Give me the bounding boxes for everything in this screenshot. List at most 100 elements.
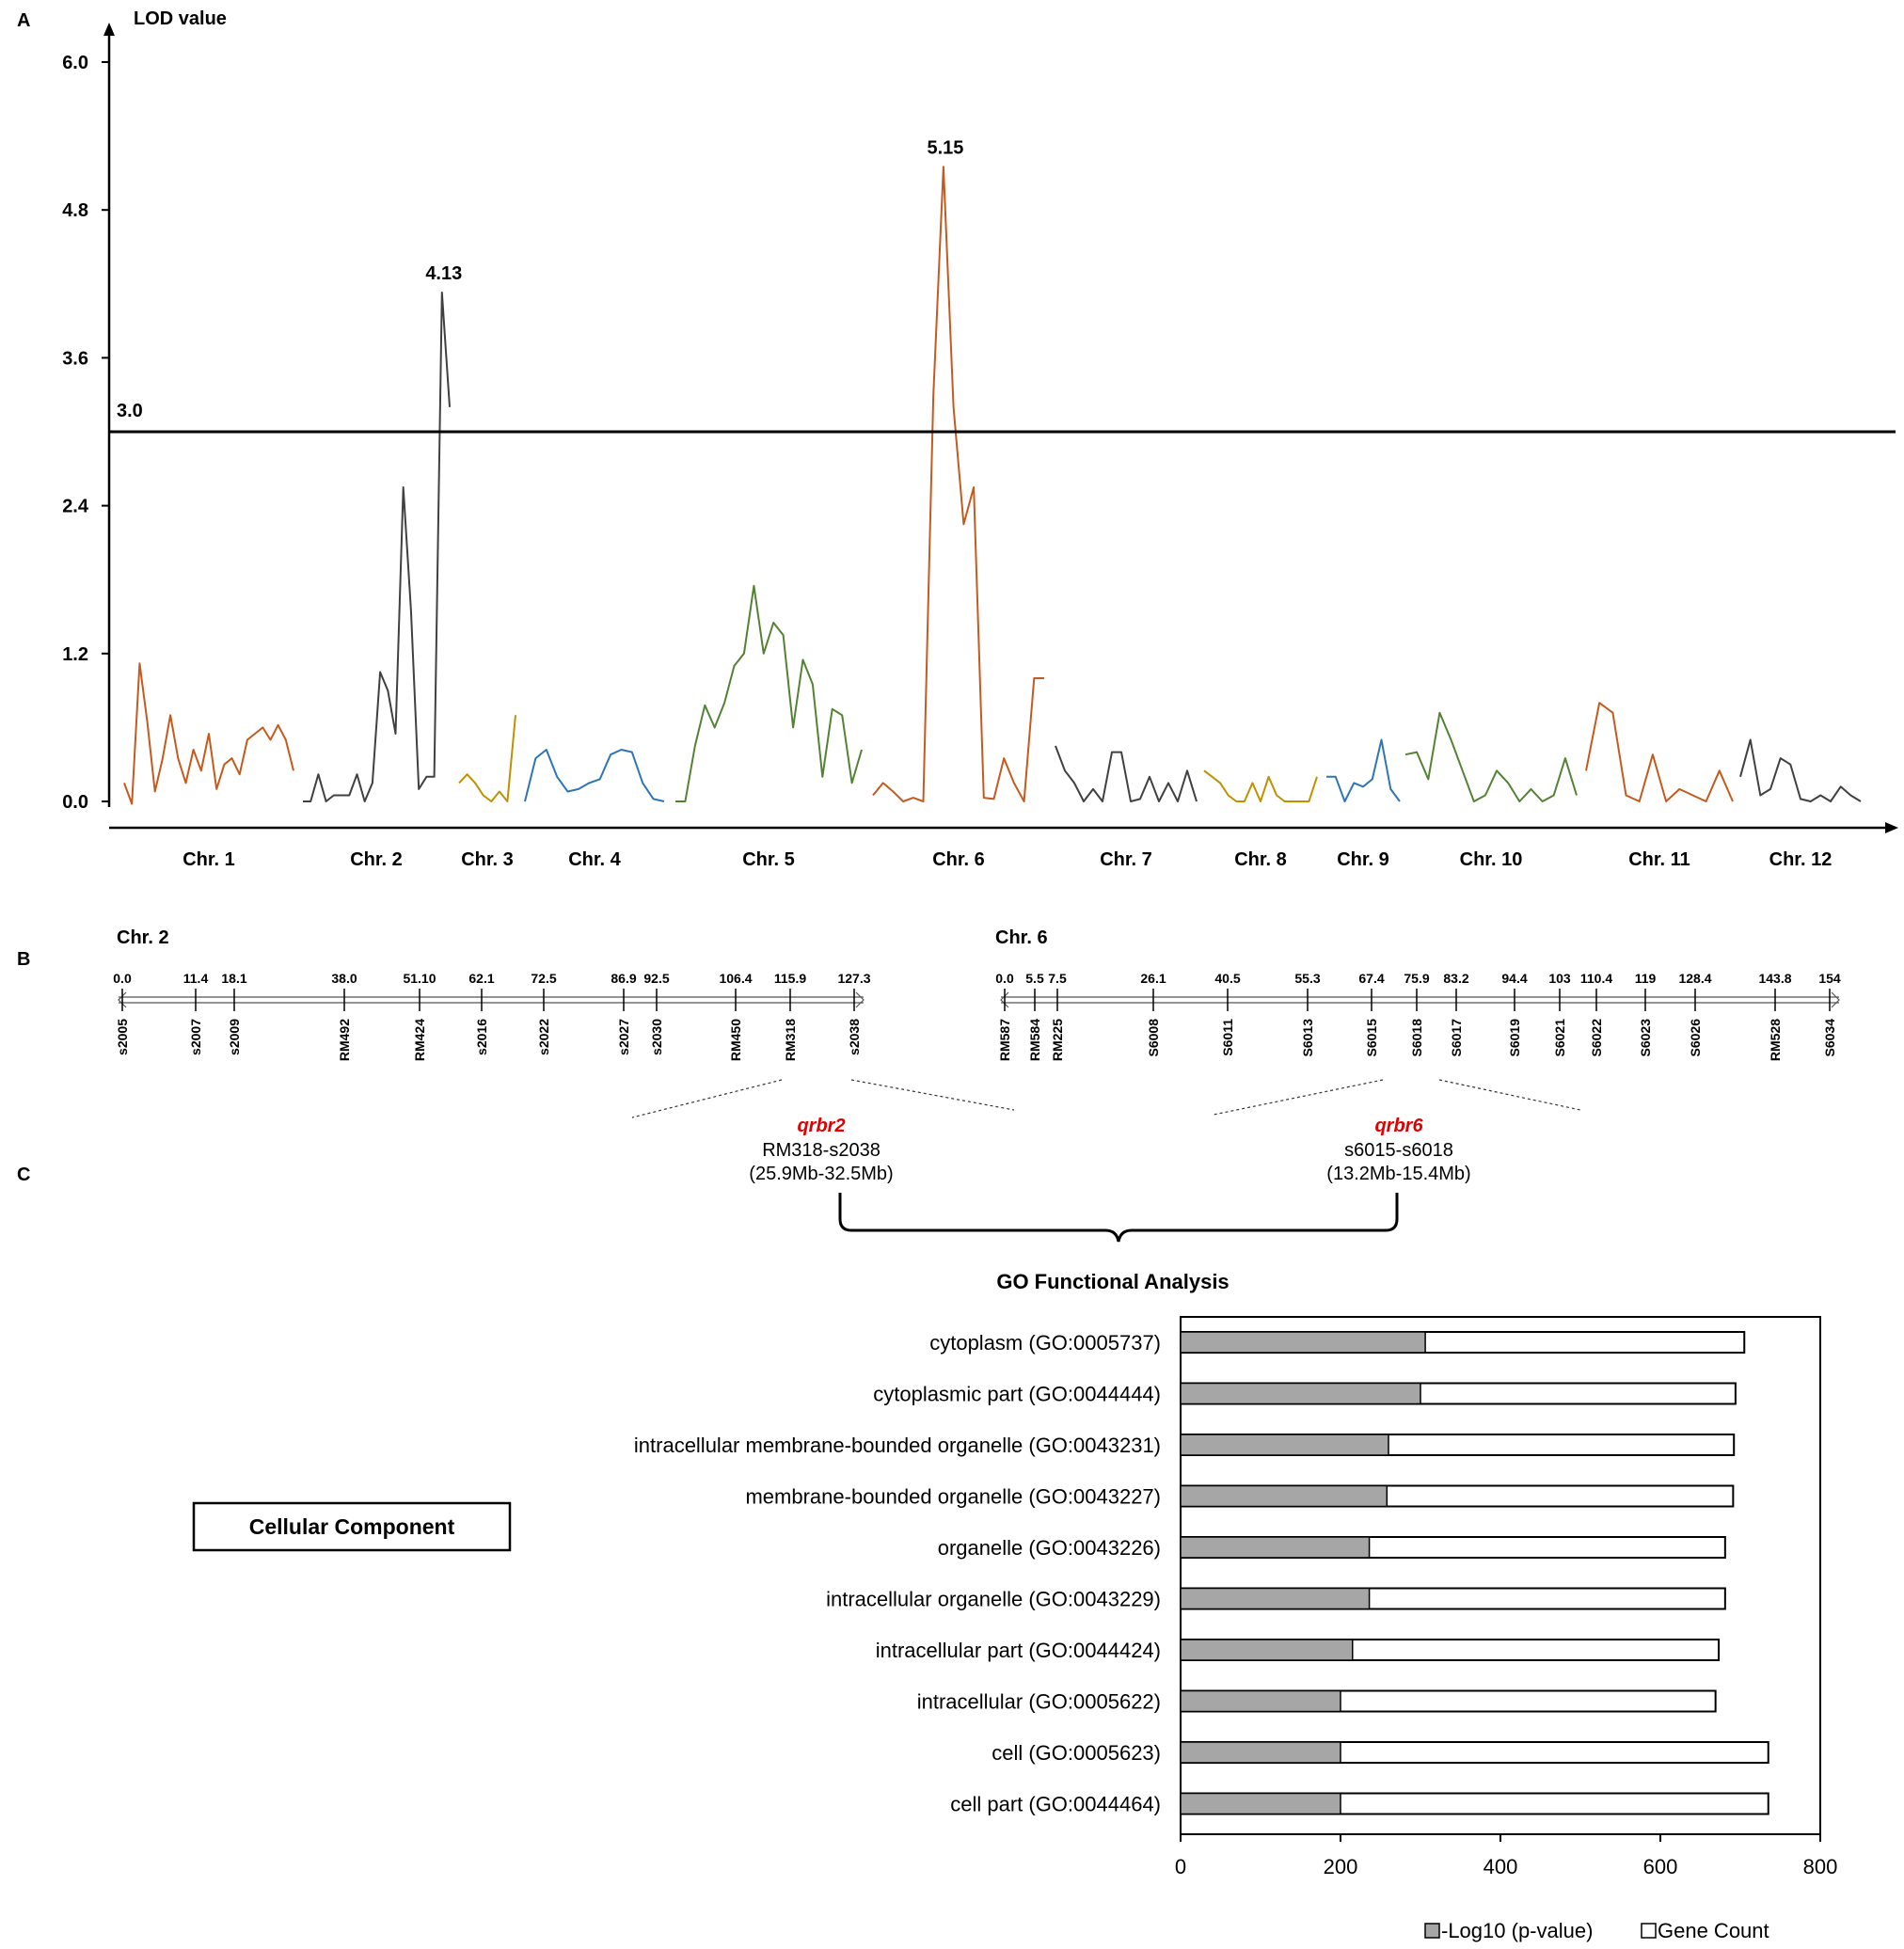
marker-name: s2022: [536, 1019, 551, 1055]
marker-position: 38.0: [331, 971, 357, 986]
marker-name: S6008: [1146, 1019, 1161, 1057]
y-tick-label: 1.2: [62, 644, 88, 665]
x-axis-arrow: [1885, 822, 1898, 833]
marker-position: 40.5: [1214, 971, 1240, 986]
marker-position: 26.1: [1140, 971, 1166, 986]
y-axis-arrow: [103, 23, 115, 36]
chromosome-label: Chr. 11: [1628, 849, 1690, 870]
marker-name: S6023: [1638, 1019, 1653, 1057]
chromosome-label: Chr. 4: [568, 849, 621, 870]
marker-name: s2009: [227, 1019, 242, 1055]
bar-pvalue: [1180, 1382, 1421, 1405]
marker-name: s2005: [115, 1019, 130, 1055]
marker-name: s2007: [188, 1019, 203, 1055]
chromosome-label: Chr. 12: [1769, 849, 1833, 870]
bar-pvalue: [1180, 1792, 1341, 1815]
marker-position: 94.4: [1501, 971, 1527, 986]
map-axis-end: [1000, 991, 1009, 1008]
marker-name: RM492: [337, 1019, 352, 1061]
qtl-range-qrbr6: (13.2Mb-15.4Mb): [1326, 1164, 1470, 1184]
marker-position: 103: [1548, 971, 1571, 986]
qtl-range-qrbr2: (25.9Mb-32.5Mb): [749, 1164, 893, 1184]
marker-position: 110.4: [1580, 971, 1612, 986]
chromosome-label: Chr. 9: [1337, 849, 1389, 870]
marker-name: RM225: [1050, 1019, 1065, 1061]
threshold-label: 3.0: [117, 401, 143, 421]
marker-position: 92.5: [643, 971, 669, 986]
panel-label-c: C: [17, 1165, 30, 1185]
lod-series-chr1: [123, 662, 294, 805]
chromosome-label: Chr. 5: [742, 849, 795, 870]
marker-name: RM584: [1027, 1019, 1042, 1061]
x-tick-label: 800: [1803, 1855, 1838, 1878]
x-tick-label: 0: [1175, 1855, 1186, 1878]
y-axis-label: LOD value: [134, 8, 227, 29]
qtl-name-qrbr2: qrbr2: [797, 1116, 845, 1136]
marker-position: 154: [1818, 971, 1841, 986]
lod-series-chr3: [458, 715, 516, 802]
marker-name: RM424: [412, 1019, 427, 1061]
lod-series-chr8: [1203, 769, 1318, 802]
lod-series-chr10: [1404, 711, 1578, 802]
marker-name: S6034: [1822, 1019, 1837, 1057]
bar-pvalue: [1180, 1587, 1371, 1610]
lod-series-chr5: [675, 584, 863, 802]
lod-series-chr7: [1055, 745, 1198, 802]
marker-name: s2027: [616, 1019, 631, 1055]
category-box: [192, 1501, 512, 1552]
qtl-interval-qrbr2: RM318-s2038: [762, 1140, 881, 1161]
marker-name: S6017: [1449, 1019, 1464, 1057]
lod-series-chr12: [1739, 738, 1862, 802]
marker-name: S6013: [1300, 1019, 1315, 1057]
y-tick-label: 6.0: [62, 53, 88, 73]
bar-pvalue: [1180, 1689, 1341, 1713]
category-label-row: cytoplasm (GO:0005737): [929, 1331, 1161, 1355]
legend: -Log10 (p-value) Gene Count: [1424, 1919, 1769, 1942]
chromosome-label: Chr. 8: [1234, 849, 1287, 870]
bar-pvalue: [1180, 1484, 1388, 1508]
marker-position: 83.2: [1443, 971, 1468, 986]
bar-pvalue: [1180, 1331, 1426, 1354]
go-bar-chart: cytoplasm (GO:0005737) cytoplasmic part (…: [634, 1316, 1838, 1878]
qtl-guide-line: [850, 1079, 1015, 1111]
marker-position: 72.5: [531, 971, 556, 986]
map-axis-end: [118, 991, 127, 1008]
y-tick-label: 3.6: [62, 348, 88, 369]
lod-series-chr2: [303, 292, 451, 802]
qtl-guide-line: [1438, 1079, 1581, 1111]
marker-name: S6022: [1589, 1019, 1604, 1057]
qtl-guide-line: [631, 1079, 783, 1118]
genetic-map-chr6: Chr. 6 0.0 RM587 5.5 RM584 7.5 RM225 26.1 S6008…: [995, 927, 1841, 1061]
marker-name: RM450: [728, 1019, 743, 1061]
marker-name: RM587: [997, 1019, 1012, 1061]
marker-position: 127.3: [837, 971, 870, 986]
marker-position: 106.4: [719, 971, 752, 986]
bar-pvalue: [1180, 1434, 1389, 1456]
marker-name: S6026: [1688, 1019, 1703, 1057]
legend-label-pvalue: -Log10 (p-value): [1441, 1919, 1593, 1942]
marker-position: 55.3: [1294, 971, 1320, 986]
chromosome-label: Chr. 1: [182, 849, 235, 870]
marker-position: 86.9: [611, 971, 636, 986]
marker-position: 128.4: [1678, 971, 1711, 986]
category-label-row: membrane-bounded organelle (GO:0043227): [745, 1485, 1161, 1509]
lod-series-chr9: [1326, 738, 1401, 802]
marker-position: 18.1: [221, 971, 246, 986]
chromosome-label: Chr. 10: [1460, 849, 1523, 870]
category-label: Cellular Component: [249, 1514, 455, 1539]
category-label-row: intracellular part (GO:0044424): [876, 1639, 1161, 1662]
y-tick-label: 2.4: [62, 497, 89, 517]
panel-label-a: A: [17, 10, 30, 31]
marker-position: 119: [1635, 971, 1657, 986]
marker-position: 67.4: [1358, 971, 1384, 986]
qtl-name-qrbr6: qrbr6: [1374, 1116, 1423, 1136]
y-tick-label: 0.0: [62, 792, 88, 813]
lod-series-chr11: [1585, 702, 1734, 802]
marker-position: 51.10: [403, 971, 436, 986]
category-label-row: intracellular organelle (GO:0043229): [826, 1588, 1161, 1611]
marker-name: s2030: [649, 1019, 664, 1055]
peak-label-chr2: 4.13: [425, 263, 462, 284]
peak-label-chr6: 5.15: [927, 137, 963, 158]
marker-name: S6011: [1220, 1019, 1235, 1056]
map-axis-end: [855, 991, 865, 1008]
